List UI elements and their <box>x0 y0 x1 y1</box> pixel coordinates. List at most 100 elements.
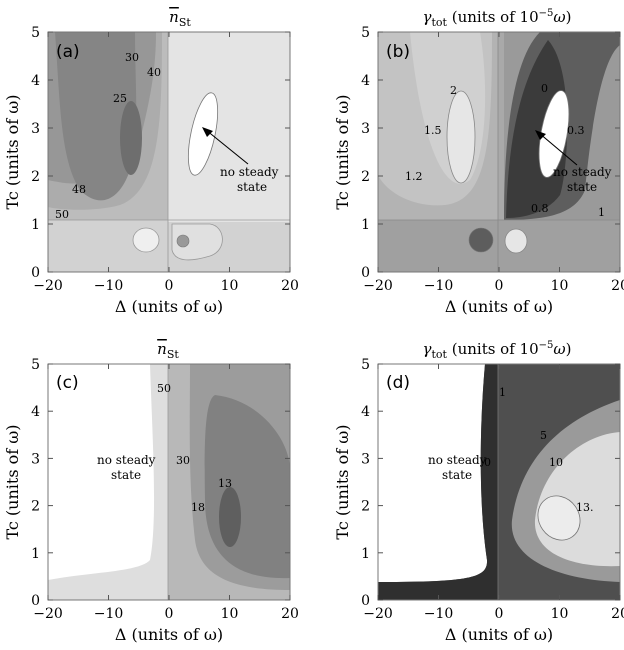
ytick-label-d-0: 0 <box>361 593 370 609</box>
ytick-label-d-5: 5 <box>361 357 370 373</box>
xtick-label-a-0: −20 <box>33 278 63 294</box>
annotation-a-line2: state <box>237 180 267 194</box>
xtick-label-c-1: −10 <box>94 606 124 622</box>
contour-label-b-1: 1 <box>598 206 605 219</box>
annotation-b-line1: no steady <box>553 165 612 179</box>
region-a-low-right <box>171 223 223 261</box>
contour-label-b-0: 0 <box>541 82 548 95</box>
xtick-label-a-1: −10 <box>94 278 124 294</box>
xtick-label-d-4: 20 <box>611 606 624 622</box>
panel-c: nSt (c) 50 30 13 18 no steady state <box>47 340 291 601</box>
ytick-label-c-0: 0 <box>31 593 40 609</box>
xtick-label-d-0: −20 <box>363 606 393 622</box>
contour-label-a-40: 40 <box>147 66 161 79</box>
region-a-low-left <box>132 227 160 253</box>
ytick-label-a-4: 4 <box>31 73 40 89</box>
ytick-label-b-5: 5 <box>361 25 370 41</box>
region-a-low-dot <box>176 234 190 248</box>
xtick-label-a-3: 10 <box>221 278 239 294</box>
arrow-b <box>538 132 578 166</box>
ytick-label-a-3: 3 <box>31 121 40 137</box>
annotation-b-line2: state <box>567 180 597 194</box>
ylabel-c: Tc (units of ω) <box>3 424 22 539</box>
ytick-label-c-2: 2 <box>31 499 40 515</box>
ytick-label-a-2: 2 <box>31 169 40 185</box>
annotation-d-line1: no steady <box>428 453 487 467</box>
ytick-label-d-2: 2 <box>361 499 370 515</box>
contour-label-d-0: 0 <box>484 456 491 469</box>
contour-label-c-18: 18 <box>191 501 205 514</box>
xtick-label-d-3: 10 <box>551 606 569 622</box>
contour-label-a-25: 25 <box>113 92 127 105</box>
ytick-label-b-4: 4 <box>361 73 370 89</box>
xtick-label-c-3: 10 <box>221 606 239 622</box>
xlabel-a: Δ (units of ω) <box>115 297 223 316</box>
xtick-label-b-3: 10 <box>551 278 569 294</box>
contour-regions-c <box>48 364 290 600</box>
ytick-label-b-1: 1 <box>361 217 370 233</box>
ytick-label-b-3: 3 <box>361 121 370 137</box>
panel-b: γtot (units of 10−5ω) (b) 2 1.5 1.2 0 0.… <box>377 8 621 273</box>
ytick-label-b-0: 0 <box>361 265 370 281</box>
contour-label-b-1.5: 1.5 <box>424 124 442 137</box>
ytick-label-a-0: 0 <box>31 265 40 281</box>
panel-label-a: (a) <box>56 42 80 62</box>
region-b-low-dark <box>468 227 494 253</box>
xtick-label-b-2: 0 <box>495 278 504 294</box>
contour-label-d-13: 13. <box>576 501 594 514</box>
xtick-label-a-2: 0 <box>165 278 174 294</box>
contour-label-b-0.3: 0.3 <box>567 124 585 137</box>
xtick-label-c-4: 20 <box>281 606 299 622</box>
xtick-label-c-0: −20 <box>33 606 63 622</box>
arrow-a <box>205 129 249 165</box>
xtick-label-b-4: 20 <box>611 278 624 294</box>
ytick-label-c-4: 4 <box>31 404 40 420</box>
ytick-label-d-1: 1 <box>361 546 370 562</box>
ytick-label-c-3: 3 <box>31 451 40 467</box>
no-steady-state-b <box>538 90 570 178</box>
panel-label-d: (d) <box>386 373 410 393</box>
ytick-label-a-1: 1 <box>31 217 40 233</box>
region-a-30 <box>55 32 137 201</box>
contour-label-a-50: 50 <box>55 208 69 221</box>
ytick-label-d-3: 3 <box>361 451 370 467</box>
xtick-label-d-1: −10 <box>424 606 454 622</box>
contour-label-b-0.8: 0.8 <box>531 202 549 215</box>
arrowhead-b <box>535 130 546 140</box>
xtick-label-c-2: 0 <box>165 606 174 622</box>
panel-a: nSt (a) 30 40 25 48 50 no steady state <box>47 8 291 273</box>
ylabel-d: Tc (units of ω) <box>333 424 352 539</box>
panel-d: γtot (units of 10−5ω) (d) 1 5 10 0 13. n… <box>377 340 621 601</box>
title-d: γtot (units of 10−5ω) <box>423 340 572 361</box>
contour-regions-d <box>378 364 620 600</box>
xtick-label-b-0: −20 <box>363 278 393 294</box>
contour-label-b-2: 2 <box>450 84 457 97</box>
contour-label-b-1.2: 1.2 <box>405 170 423 183</box>
region-b-low <box>378 220 620 272</box>
contour-label-d-10: 10 <box>549 456 563 469</box>
annotation-c-line2: state <box>111 468 141 482</box>
region-c-13 <box>219 487 241 547</box>
ytick-label-c-5: 5 <box>31 357 40 373</box>
region-b-2 <box>446 90 476 184</box>
ytick-label-d-4: 4 <box>361 404 370 420</box>
arrowhead-a <box>202 127 213 137</box>
xtick-label-a-4: 20 <box>281 278 299 294</box>
region-d-white <box>378 364 488 582</box>
ytick-label-b-2: 2 <box>361 169 370 185</box>
contour-label-a-30: 30 <box>125 51 139 64</box>
contour-regions-a <box>48 32 290 272</box>
contour-label-c-13: 13 <box>218 477 232 490</box>
ytick-label-c-1: 1 <box>31 546 40 562</box>
annotation-a-line1: no steady <box>220 165 279 179</box>
region-d-0 <box>378 364 498 600</box>
region-d-13 <box>537 495 581 541</box>
title-b: γtot (units of 10−5ω) <box>423 8 572 29</box>
annotation-d-line2: state <box>442 468 472 482</box>
xlabel-b: Δ (units of ω) <box>445 297 553 316</box>
title-c: nSt <box>157 340 179 361</box>
region-a-right-light <box>168 32 290 222</box>
panel-label-b: (b) <box>386 42 410 62</box>
